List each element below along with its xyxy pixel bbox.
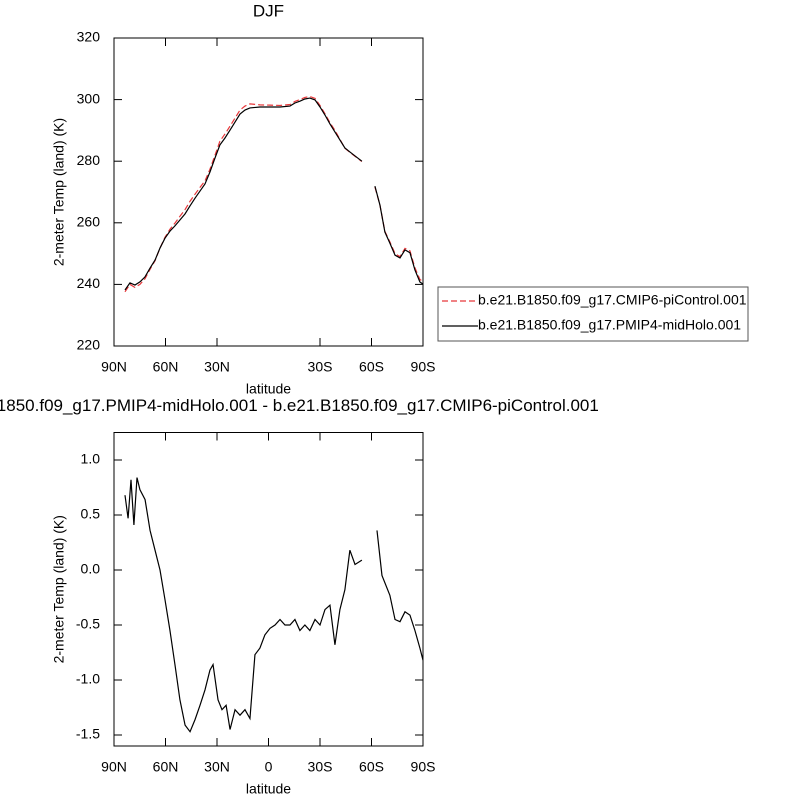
- data-line: [124, 95, 424, 293]
- y-tick-label: 0.5: [81, 506, 101, 522]
- chart-title: b.e21.B1850.f09_g17.PMIP4-midHolo.001 - …: [0, 396, 599, 415]
- plot-frame: [113, 37, 424, 347]
- x-tick-label: 90S: [411, 759, 436, 775]
- x-tick-label: 90N: [101, 759, 127, 775]
- y-tick-label: 1.0: [81, 451, 101, 467]
- data-line: [124, 477, 424, 733]
- x-tick-label: 30S: [308, 359, 333, 375]
- y-tick-label: 280: [77, 152, 101, 168]
- y-tick-label: 300: [77, 90, 101, 106]
- x-tick-label: 30N: [204, 359, 230, 375]
- y-tick-label: 0.0: [81, 561, 101, 577]
- legend-box: [437, 286, 749, 342]
- y-tick-label: 240: [77, 275, 101, 291]
- y-axis-label: 2-meter Temp (land) (K): [51, 515, 67, 663]
- legend-label: b.e21.B1850.f09_g17.PMIP4-midHolo.001: [478, 317, 741, 333]
- x-tick-label: 30N: [204, 759, 230, 775]
- y-tick-label: -1.5: [76, 726, 100, 742]
- x-tick-label: 90N: [101, 359, 127, 375]
- y-tick-label: -0.5: [76, 616, 100, 632]
- y-tick-label: 320: [77, 29, 101, 45]
- data-line: [124, 97, 424, 291]
- x-tick-label: 60N: [153, 759, 179, 775]
- y-axis-label: 2-meter Temp (land) (K): [51, 118, 67, 266]
- x-axis-label: latitude: [246, 381, 291, 397]
- x-tick-label: 90S: [411, 359, 436, 375]
- legend-label: b.e21.B1850.f09_g17.CMIP6-piControl.001: [478, 292, 747, 308]
- x-tick-label: 60S: [359, 759, 384, 775]
- x-tick-label: 60S: [359, 359, 384, 375]
- y-tick-label: -1.0: [76, 671, 100, 687]
- x-tick-label: 30S: [308, 759, 333, 775]
- chart-title: DJF: [253, 1, 284, 20]
- x-axis-label: latitude: [246, 781, 291, 797]
- x-tick-label: 0: [265, 759, 273, 775]
- y-tick-label: 220: [77, 337, 101, 353]
- x-tick-label: 60N: [153, 359, 179, 375]
- y-tick-label: 260: [77, 214, 101, 230]
- plot-frame: [113, 432, 424, 747]
